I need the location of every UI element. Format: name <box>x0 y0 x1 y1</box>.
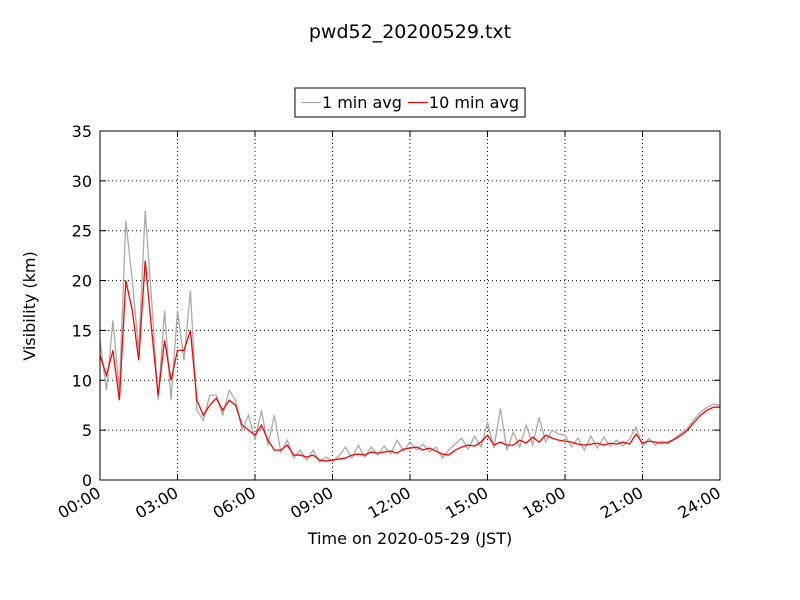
y-tick-label: 20 <box>72 272 92 291</box>
y-axis-label: Visibility (km) <box>20 251 39 360</box>
series-line <box>99 260 720 462</box>
y-tick-label: 10 <box>72 371 92 390</box>
legend-label: 1 min avg <box>322 93 402 112</box>
legend-label: 10 min avg <box>429 93 519 112</box>
y-tick-label: 30 <box>72 172 92 191</box>
y-tick-label: 15 <box>72 321 92 340</box>
y-tick-label: 35 <box>72 122 92 141</box>
chart-title: pwd52_20200529.txt <box>309 21 511 43</box>
y-tick-label: 5 <box>82 421 92 440</box>
y-tick-label: 0 <box>82 471 92 490</box>
legend: 1 min avg 10 min avg <box>294 87 526 118</box>
y-tick-label: 25 <box>72 222 92 241</box>
plot-frame <box>99 130 721 481</box>
series-line <box>99 210 721 464</box>
x-axis-label: Time on 2020-05-29 (JST) <box>307 529 512 548</box>
